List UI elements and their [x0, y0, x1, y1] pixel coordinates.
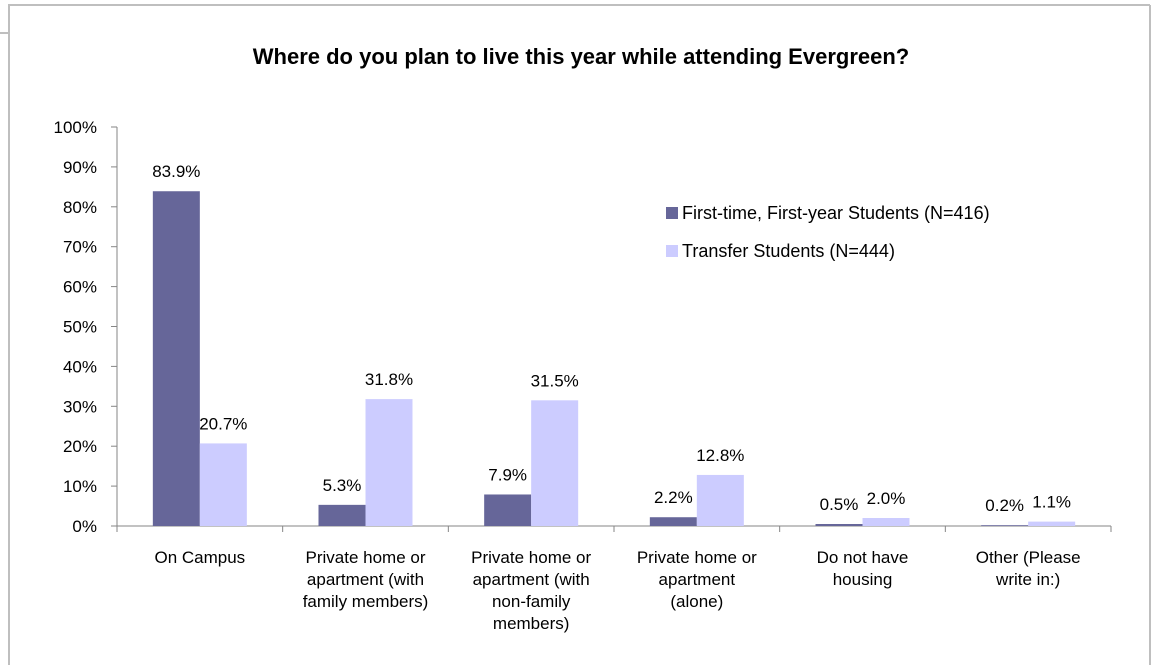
- category-label: Other (Please write in:): [976, 548, 1081, 589]
- legend-label: First-time, First-year Students (N=416): [682, 203, 990, 223]
- data-label: 1.1%: [1032, 493, 1071, 512]
- y-tick-label: 10%: [63, 477, 97, 496]
- category-label: On Campus: [154, 548, 245, 567]
- chart-title: Where do you plan to live this year whil…: [253, 44, 909, 69]
- category-label-line: apartment (with: [307, 570, 424, 589]
- category-label-line: Private home or: [637, 548, 757, 567]
- category-label-line: Do not have: [817, 548, 909, 567]
- axes: 0% 10% 20% 30% 40% 50% 60% 70% 80% 90% 100%: [54, 118, 1112, 536]
- y-tick-label: 70%: [63, 238, 97, 257]
- bar-first-year: [815, 524, 863, 526]
- bar-transfer: [531, 400, 579, 526]
- data-label: 2.2%: [654, 488, 693, 507]
- category-label: Do not have housing: [817, 548, 909, 589]
- data-label: 2.0%: [867, 489, 906, 508]
- category-label-line: apartment: [659, 570, 736, 589]
- y-tick-label: 20%: [63, 437, 97, 456]
- data-label: 31.5%: [531, 371, 579, 390]
- data-label: 12.8%: [696, 446, 744, 465]
- y-tick-label: 90%: [63, 158, 97, 177]
- category-label: Private home or apartment (with non-family…: [471, 548, 591, 633]
- category-label-line: non-family: [492, 592, 571, 611]
- legend: First-time, First-year Students (N=416) T…: [666, 203, 990, 261]
- y-tick-label: 60%: [63, 278, 97, 297]
- data-labels: 83.9% 5.3% 7.9% 2.2% 0.5% 0.2% 20.7% 31.8% 31.5%…: [152, 162, 1071, 515]
- legend-label: Transfer Students (N=444): [682, 241, 895, 261]
- bar-transfer: [365, 399, 413, 526]
- category-label: Private home or apartment (alone): [637, 548, 757, 611]
- bar-first-year: [152, 191, 200, 526]
- category-label-line: write in:): [995, 570, 1060, 589]
- category-label: Private home or apartment (with family mem…: [303, 548, 429, 611]
- category-label-line: Private home or: [471, 548, 591, 567]
- data-label: 7.9%: [488, 465, 527, 484]
- bar-first-year: [484, 494, 532, 526]
- data-label: 31.8%: [365, 370, 413, 389]
- legend-swatch: [666, 207, 678, 219]
- bar-transfer: [696, 474, 744, 526]
- y-tick-label: 30%: [63, 397, 97, 416]
- category-label-line: Private home or: [306, 548, 426, 567]
- data-label: 83.9%: [152, 162, 200, 181]
- bar-first-year: [981, 525, 1029, 526]
- y-tick-label: 100%: [54, 118, 97, 137]
- y-tick-label: 80%: [63, 198, 97, 217]
- y-tick-label: 50%: [63, 318, 97, 337]
- bar-first-year: [649, 517, 697, 526]
- category-label-line: apartment (with: [473, 570, 590, 589]
- bar-transfer: [1028, 521, 1076, 526]
- category-label-line: family members): [303, 592, 429, 611]
- category-label-line: Other (Please: [976, 548, 1081, 567]
- data-label: 0.5%: [820, 495, 859, 514]
- legend-swatch: [666, 245, 678, 257]
- bars: [152, 191, 1076, 526]
- data-label: 20.7%: [199, 414, 247, 433]
- category-label-line: members): [493, 614, 570, 633]
- category-labels: On Campus Private home or apartment (with f…: [154, 548, 1080, 633]
- y-tick-label: 40%: [63, 357, 97, 376]
- bar-transfer: [862, 518, 910, 526]
- bar-first-year: [318, 504, 366, 526]
- category-label-line: On Campus: [154, 548, 245, 567]
- data-label: 5.3%: [323, 476, 362, 495]
- category-label-line: (alone): [670, 592, 723, 611]
- data-label: 0.2%: [985, 496, 1024, 515]
- y-tick-label: 0%: [72, 517, 97, 536]
- category-label-line: housing: [833, 570, 893, 589]
- bar-transfer: [199, 443, 247, 526]
